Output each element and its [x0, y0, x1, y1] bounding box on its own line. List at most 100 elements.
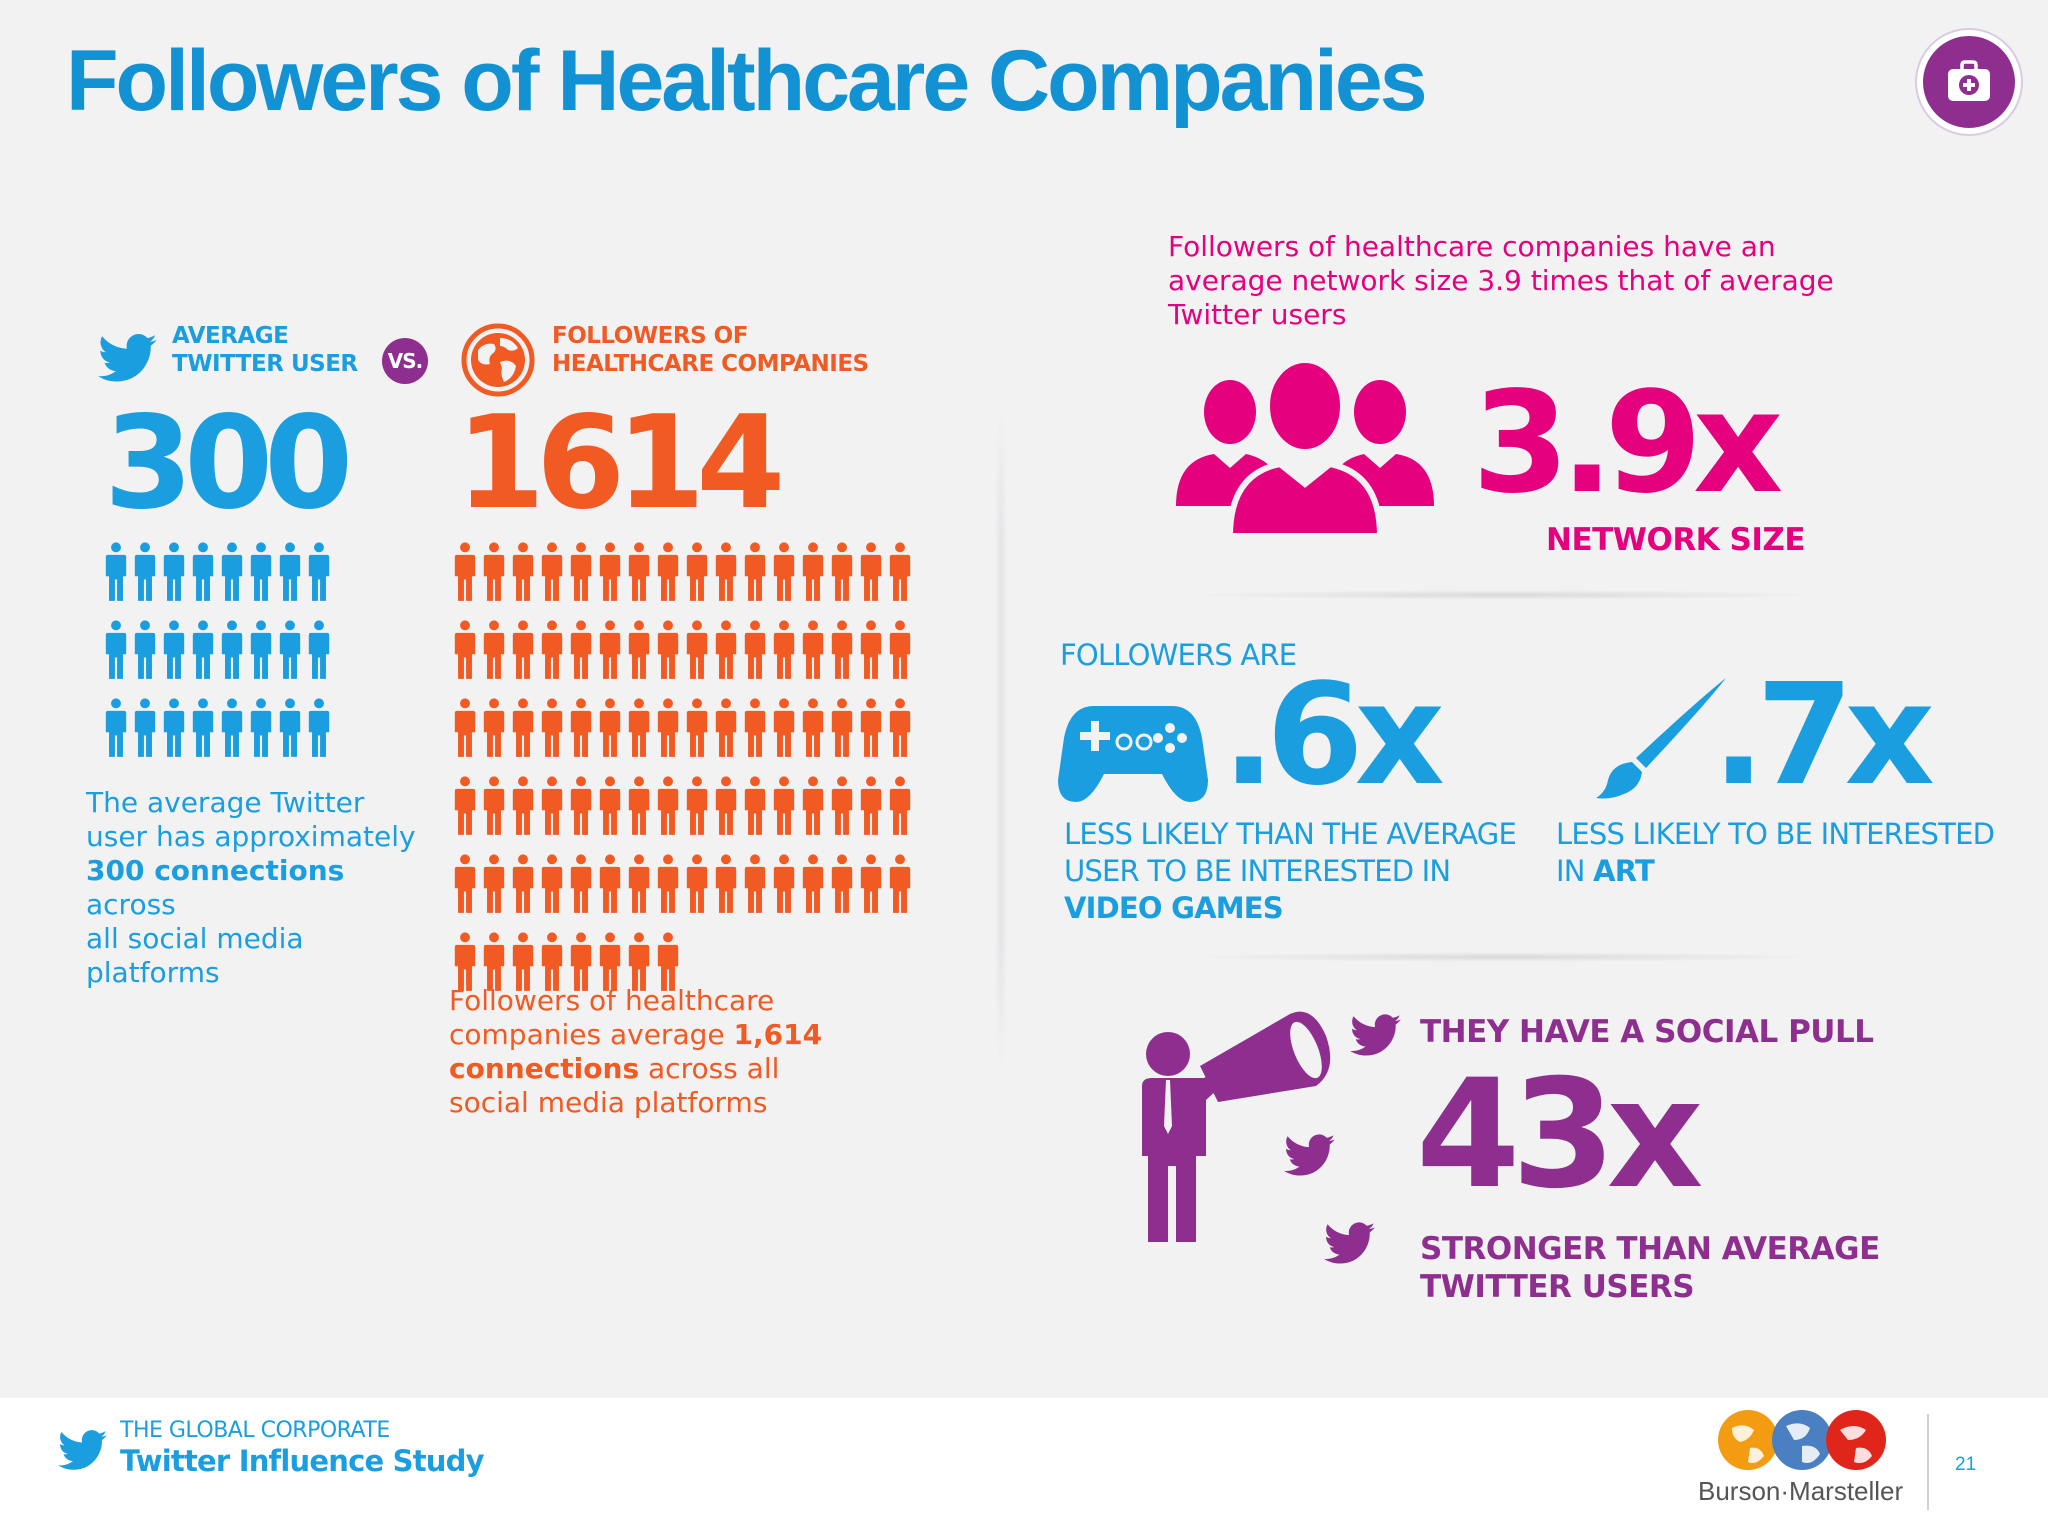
megaphone-person-icon: [1142, 1011, 1331, 1242]
footer-bar: [0, 1398, 2048, 1536]
person-icon: [744, 620, 766, 680]
art-value: .7x: [1712, 654, 1935, 817]
person-icon: [628, 854, 650, 914]
person-icon: [250, 542, 272, 602]
social-pull-description: STRONGER THAN AVERAGE TWITTER USERS: [1420, 1231, 1880, 1305]
avg-user-label: AVERAGE TWITTER USER: [172, 323, 358, 377]
person-icon: [715, 698, 737, 758]
page-title: Followers of Healthcare Companies: [66, 33, 1428, 129]
person-icon: [134, 698, 156, 758]
person-icon: [802, 776, 824, 836]
person-icon: [715, 854, 737, 914]
person-icon: [250, 620, 272, 680]
person-icon: [105, 698, 127, 758]
person-icon: [221, 542, 243, 602]
person-icon: [802, 620, 824, 680]
person-icon: [483, 932, 505, 992]
person-icon: [279, 542, 301, 602]
person-icon: [860, 854, 882, 914]
person-icon: [831, 776, 853, 836]
person-icon: [686, 542, 708, 602]
person-icon: [483, 698, 505, 758]
person-icon: [163, 620, 185, 680]
person-icon: [192, 620, 214, 680]
person-icon: [279, 698, 301, 758]
person-icon: [860, 776, 882, 836]
person-icon: [483, 854, 505, 914]
person-icon: [105, 620, 127, 680]
person-icon: [657, 698, 679, 758]
person-icon: [221, 620, 243, 680]
person-icon: [541, 620, 563, 680]
person-icon: [570, 698, 592, 758]
followers-description: Followers of healthcare companies averag…: [449, 984, 823, 1119]
person-icon: [889, 854, 911, 914]
gamepad-icon: [1058, 706, 1208, 802]
person-icon: [483, 542, 505, 602]
person-icon: [483, 620, 505, 680]
person-icon: [599, 776, 621, 836]
person-icon: [686, 776, 708, 836]
person-icon: [860, 542, 882, 602]
vs-badge: VS.: [382, 338, 428, 384]
person-icon: [541, 542, 563, 602]
person-icon: [512, 620, 534, 680]
person-icon: [454, 854, 476, 914]
person-icon: [512, 932, 534, 992]
person-icon: [889, 698, 911, 758]
followers-are-heading: FOLLOWERS ARE: [1060, 638, 1297, 672]
footer-divider: [1927, 1414, 1929, 1510]
person-icon: [657, 854, 679, 914]
paintbrush-icon: [1596, 678, 1726, 799]
person-icon: [454, 542, 476, 602]
avg-user-icon-grid: [105, 542, 337, 776]
person-icon: [134, 620, 156, 680]
person-icon: [889, 776, 911, 836]
person-icon: [628, 932, 650, 992]
first-aid-kit-icon: [1948, 60, 1990, 101]
person-icon: [454, 620, 476, 680]
person-icon: [454, 698, 476, 758]
person-icon: [628, 776, 650, 836]
person-icon: [512, 854, 534, 914]
person-icon: [773, 698, 795, 758]
network-size-value: 3.9x: [1472, 362, 1783, 525]
person-icon: [570, 854, 592, 914]
person-icon: [744, 542, 766, 602]
person-icon: [773, 776, 795, 836]
footer-study-subtitle: THE GLOBAL CORPORATE: [120, 1418, 390, 1443]
person-icon: [192, 698, 214, 758]
person-icon: [744, 698, 766, 758]
person-icon: [308, 698, 330, 758]
person-icon: [512, 698, 534, 758]
person-icon: [831, 542, 853, 602]
person-icon: [192, 542, 214, 602]
person-icon: [628, 542, 650, 602]
person-icon: [250, 698, 272, 758]
person-icon: [802, 854, 824, 914]
person-icon: [657, 932, 679, 992]
person-icon: [773, 854, 795, 914]
person-icon: [657, 542, 679, 602]
person-icon: [308, 620, 330, 680]
person-icon: [570, 776, 592, 836]
twitter-bird-icon: [1284, 1134, 1336, 1178]
avg-user-description: The average Twitter user has approximate…: [86, 786, 416, 989]
person-icon: [831, 854, 853, 914]
twitter-bird-icon: [98, 334, 158, 384]
section-shadow: [1180, 952, 1830, 962]
person-icon: [163, 698, 185, 758]
avg-connections-number: 300: [104, 389, 353, 538]
person-icon: [599, 854, 621, 914]
person-icon: [599, 542, 621, 602]
person-icon: [483, 776, 505, 836]
person-icon: [860, 698, 882, 758]
followers-icon-grid: [454, 542, 918, 1010]
twitter-bird-icon: [1324, 1222, 1376, 1266]
person-icon: [715, 620, 737, 680]
person-icon: [628, 620, 650, 680]
person-icon: [570, 620, 592, 680]
person-icon: [105, 542, 127, 602]
person-icon: [715, 776, 737, 836]
person-icon: [221, 698, 243, 758]
